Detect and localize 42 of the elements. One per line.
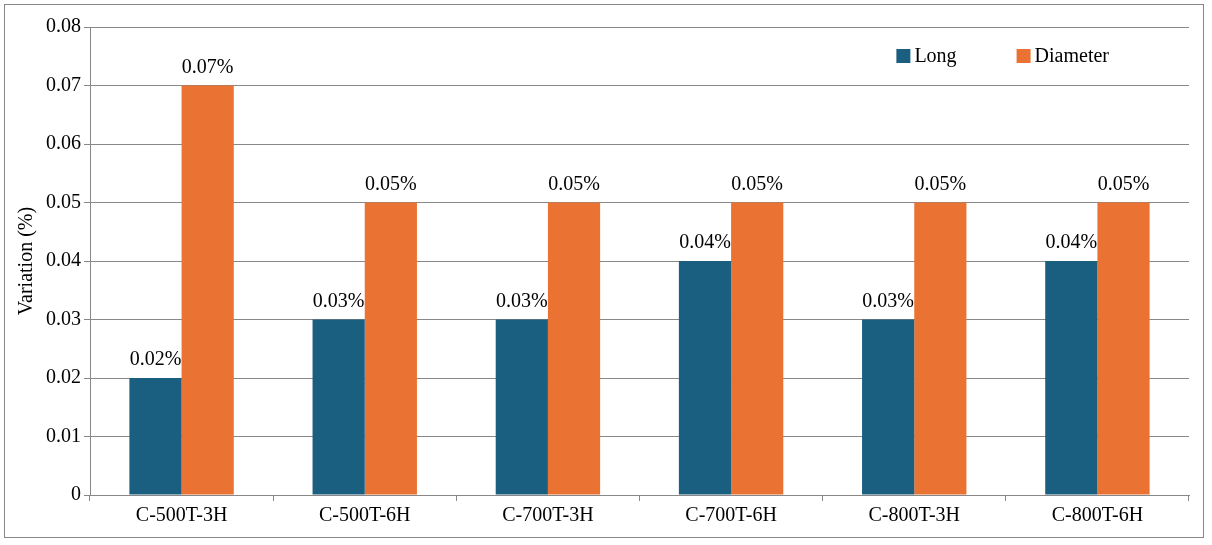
bar	[731, 202, 784, 495]
data-label: 0.02%	[129, 347, 182, 370]
data-label: 0.07%	[181, 54, 234, 77]
data-label: 0.04%	[1045, 230, 1098, 253]
x-tick-label: C-800T-3H	[868, 503, 960, 526]
bar	[1045, 261, 1098, 495]
legend-label: Diameter	[1034, 44, 1110, 67]
x-tick-label: C-500T-3H	[135, 503, 228, 526]
data-label: 0.05%	[1097, 171, 1150, 194]
legend-label: Long	[914, 44, 957, 68]
data-label: 0.05%	[914, 171, 967, 194]
bar	[181, 85, 234, 495]
y-tick-label: 0.01	[46, 423, 81, 446]
bar	[495, 319, 548, 495]
y-tick-label: 0.02	[46, 365, 81, 388]
data-label: 0.05%	[365, 171, 417, 194]
y-tick-label: 0.03	[46, 306, 81, 329]
bar	[1097, 202, 1150, 495]
y-tick-label: 0.05	[46, 189, 81, 212]
y-tick-label: 0	[71, 482, 81, 505]
data-label: 0.03%	[495, 288, 548, 311]
y-tick-label: 0.08	[46, 14, 81, 37]
y-tick-label: 0.07	[46, 72, 81, 95]
bar	[862, 319, 915, 495]
y-tick-label: 0.06	[46, 131, 81, 154]
bar	[129, 378, 182, 495]
x-tick-label: C-700T-6H	[685, 503, 777, 526]
bar	[914, 202, 967, 495]
bar	[547, 202, 601, 495]
data-label: 0.05%	[548, 171, 600, 194]
x-tick-label: C-700T-3H	[502, 503, 594, 526]
y-tick-label: 0.04	[46, 248, 81, 271]
data-label: 0.03%	[862, 288, 914, 311]
data-label: 0.04%	[679, 230, 731, 253]
x-tick-label: C-800T-6H	[1051, 503, 1144, 526]
y-axis-title: Variation (%)	[14, 206, 38, 316]
bar	[364, 202, 417, 495]
data-label: 0.03%	[312, 288, 365, 311]
bar	[678, 261, 732, 495]
bar	[312, 319, 365, 495]
x-tick-label: C-500T-6H	[319, 503, 411, 526]
data-label: 0.05%	[731, 171, 784, 194]
